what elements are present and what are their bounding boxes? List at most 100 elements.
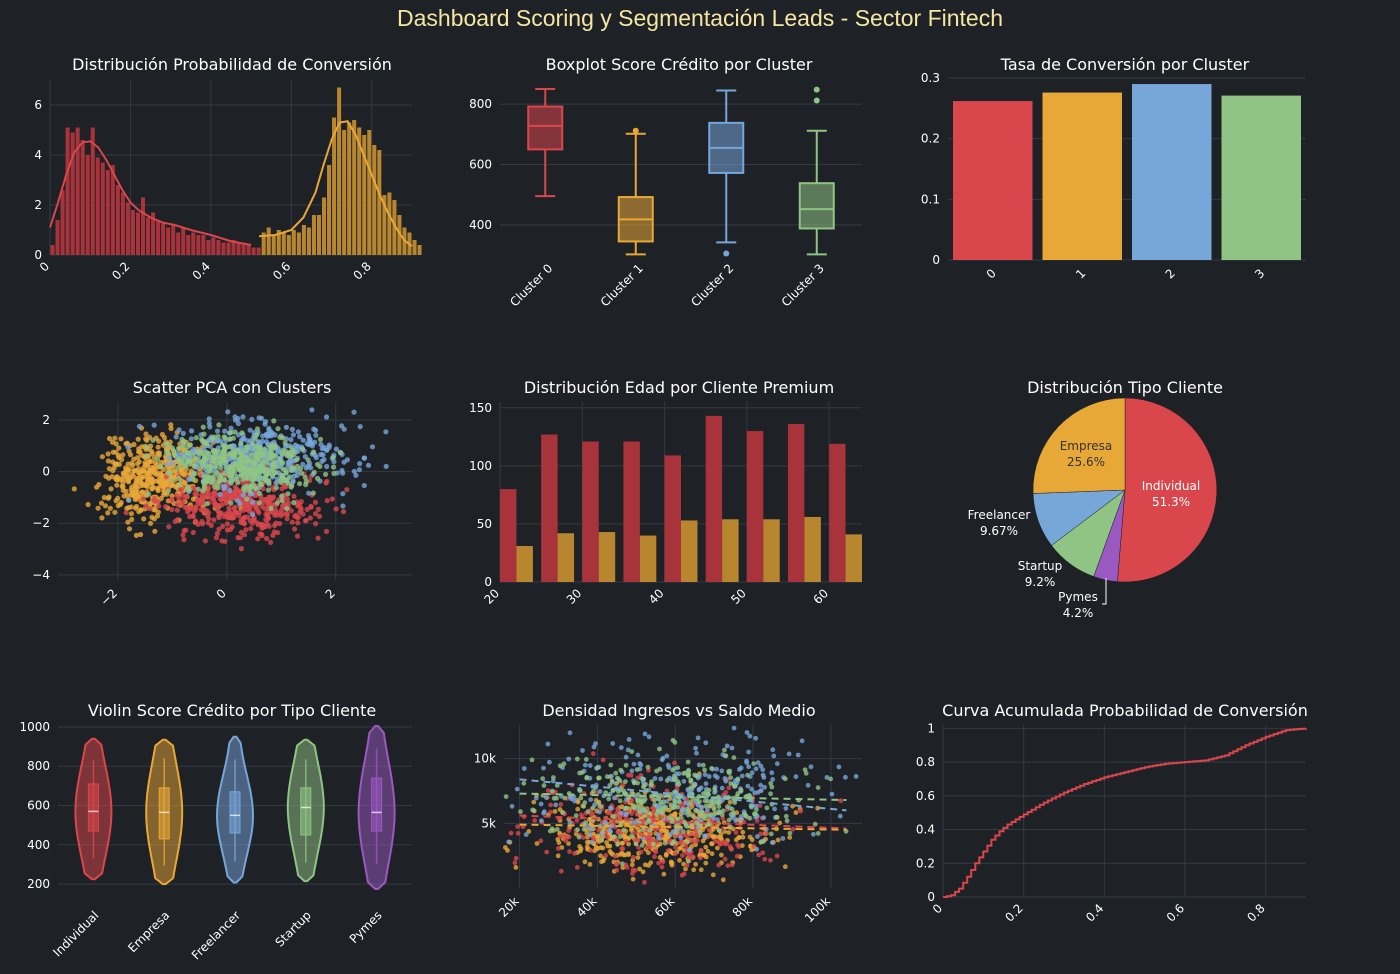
scatter-point — [698, 855, 703, 861]
scatter-point — [230, 435, 236, 441]
scatter-point — [313, 455, 319, 461]
scatter-point — [555, 837, 561, 842]
scatter-point — [786, 751, 792, 757]
scatter-point — [657, 766, 663, 772]
scatter-point — [712, 786, 717, 792]
scatter-point — [617, 834, 623, 839]
scatter-point — [311, 469, 317, 475]
scatter-point — [709, 799, 715, 804]
scatter-point — [224, 521, 230, 527]
histogram-bar — [171, 225, 176, 255]
scatter-point — [753, 766, 759, 772]
scatter-point — [204, 508, 210, 514]
scatter-point — [518, 809, 523, 815]
scatter-point — [647, 827, 653, 833]
scatter-point — [211, 517, 217, 523]
box-outlier — [813, 86, 820, 93]
scatter-point — [261, 446, 268, 452]
histogram-bar — [241, 242, 246, 255]
scatter-point — [245, 502, 251, 508]
scatter-point — [203, 449, 209, 455]
scatter-point — [315, 475, 321, 482]
scatter-point — [651, 841, 656, 847]
scatter-point — [155, 450, 161, 456]
y-tick-label: 200 — [27, 877, 50, 891]
scatter-point — [749, 770, 755, 776]
scatter-point — [638, 798, 643, 804]
scatter-point — [698, 830, 703, 836]
x-tick-label: 50 — [728, 586, 749, 607]
scatter-point — [238, 519, 244, 526]
scatter-point — [590, 751, 596, 756]
scatter-point — [169, 497, 175, 503]
scatter-point — [575, 827, 580, 833]
scatter-point — [268, 433, 274, 439]
scatter-point — [703, 844, 709, 850]
y-tick-label: 0.2 — [916, 856, 935, 870]
scatter-point — [260, 433, 266, 439]
scatter-point — [271, 529, 277, 535]
scatter-point — [323, 480, 329, 486]
scatter-point — [207, 424, 213, 430]
scatter-point — [243, 471, 250, 477]
scatter-point — [837, 813, 843, 819]
scatter-point — [165, 488, 171, 494]
chart-title: Distribución Edad por Cliente Premium — [524, 378, 834, 397]
scatter-point — [740, 829, 746, 835]
scatter-point — [110, 459, 116, 465]
scatter-point — [685, 858, 691, 864]
scatter-point — [300, 511, 306, 517]
scatter-point — [163, 504, 169, 510]
scatter-point — [544, 795, 549, 800]
scatter-point — [227, 430, 233, 436]
scatter-point — [600, 845, 606, 851]
histogram-bar — [281, 232, 286, 255]
bar — [1221, 95, 1301, 261]
histogram-bar — [322, 197, 327, 255]
scatter-point — [732, 784, 737, 789]
scatter-point — [596, 800, 602, 806]
scatter-point — [562, 833, 568, 839]
scatter-point — [541, 765, 546, 771]
scatter-point — [587, 763, 593, 768]
scatter-point — [717, 841, 723, 847]
scatter-point — [608, 762, 614, 768]
scatter-point — [646, 850, 651, 856]
scatter-point — [728, 781, 734, 786]
scatter-point — [235, 480, 241, 486]
scatter-point — [636, 845, 641, 850]
scatter-point — [169, 445, 175, 451]
scatter-point — [566, 756, 572, 762]
scatter-point — [225, 468, 232, 474]
scatter-point — [340, 470, 346, 476]
scatter-point — [278, 480, 284, 486]
scatter-point — [274, 500, 280, 506]
scatter-point — [204, 501, 210, 507]
histogram-bar — [286, 235, 291, 255]
scatter-point — [222, 435, 228, 441]
histogram-bar — [115, 185, 120, 255]
scatter-point — [745, 783, 751, 789]
scatter-point — [134, 461, 141, 467]
kde-line — [259, 120, 413, 248]
scatter-point — [567, 730, 573, 736]
scatter-point — [214, 470, 220, 476]
scatter-point — [216, 526, 222, 532]
scatter-point — [782, 776, 788, 782]
scatter-point — [169, 506, 175, 513]
scatter-point — [318, 451, 324, 458]
scatter-point — [640, 836, 646, 842]
scatter-point — [214, 438, 220, 444]
scatter-point — [787, 830, 793, 836]
scatter-point — [717, 799, 722, 805]
scatter-point — [214, 530, 220, 537]
scatter-point — [560, 810, 565, 815]
scatter-point — [158, 495, 164, 501]
scatter-point — [156, 438, 162, 444]
scatter-point — [224, 527, 230, 533]
scatter-point — [247, 457, 253, 463]
scatter-point — [658, 776, 664, 782]
scatter-point — [315, 535, 321, 541]
histogram-bar — [357, 127, 362, 255]
scatter-point — [128, 511, 134, 517]
